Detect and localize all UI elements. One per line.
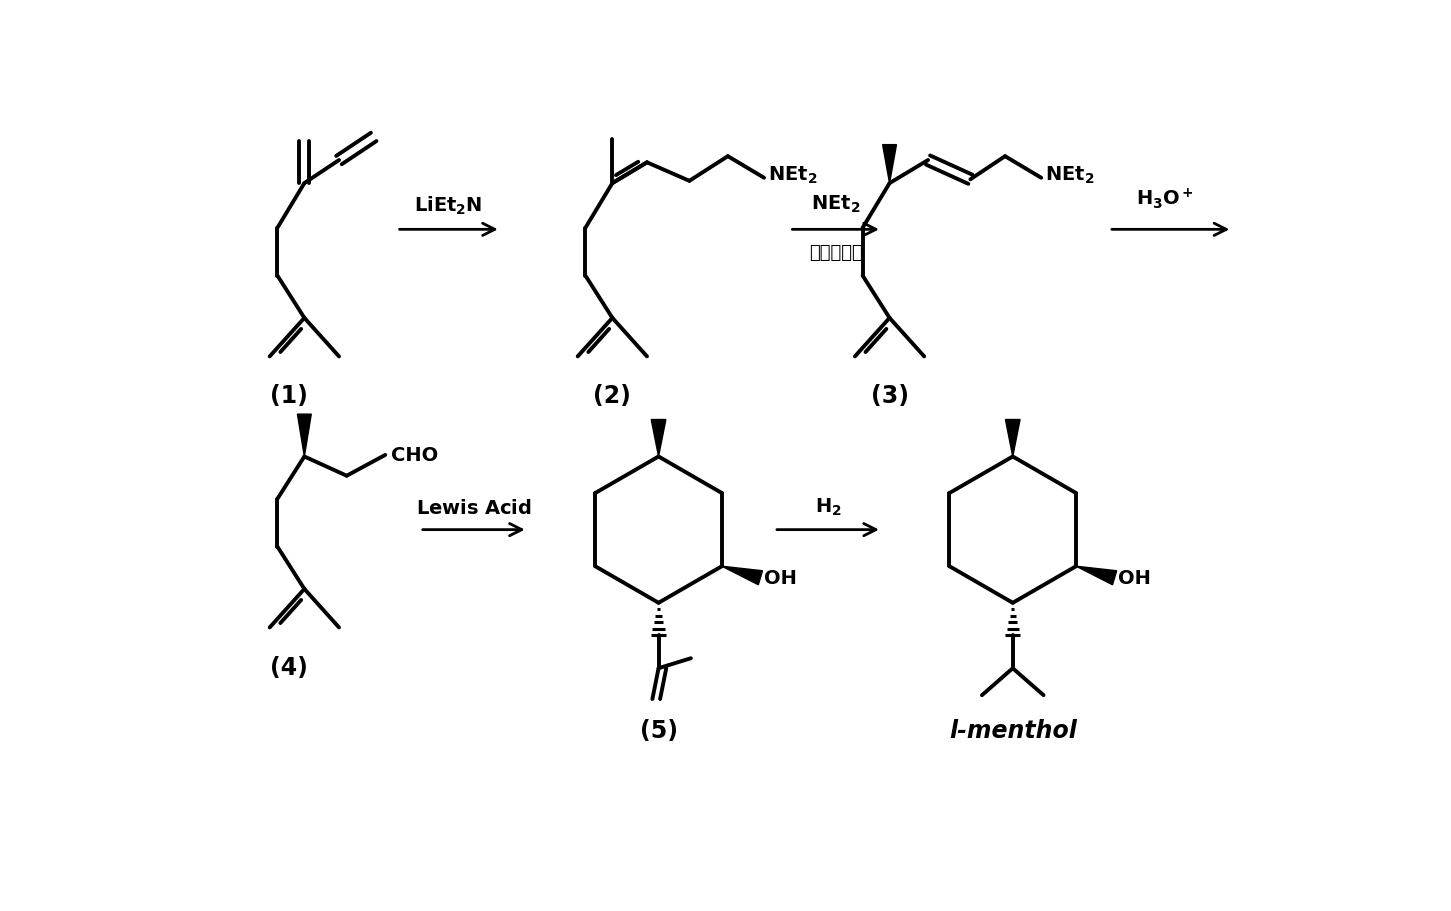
Text: CHO: CHO <box>392 446 438 465</box>
Text: l-menthol: l-menthol <box>949 719 1077 742</box>
Polygon shape <box>723 567 763 585</box>
Text: $\mathbf{LiEt_2N}$: $\mathbf{LiEt_2N}$ <box>414 195 483 217</box>
Polygon shape <box>297 415 312 457</box>
Text: (4): (4) <box>270 655 308 680</box>
Polygon shape <box>651 420 666 457</box>
Text: (1): (1) <box>270 384 308 408</box>
Text: OH: OH <box>1119 568 1151 588</box>
Text: $\mathbf{NEt_2}$: $\mathbf{NEt_2}$ <box>768 164 817 185</box>
Text: OH: OH <box>765 568 797 588</box>
Text: $\mathbf{NEt_2}$: $\mathbf{NEt_2}$ <box>1045 164 1094 185</box>
Text: $\mathbf{Lewis\ Acid}$: $\mathbf{Lewis\ Acid}$ <box>416 498 531 517</box>
Text: $\mathbf{H_3O^+}$: $\mathbf{H_3O^+}$ <box>1136 186 1194 210</box>
Polygon shape <box>882 146 897 184</box>
Polygon shape <box>1006 420 1020 457</box>
Text: $\mathbf{NEt_2}$: $\mathbf{NEt_2}$ <box>811 193 860 215</box>
Text: $\mathbf{H_2}$: $\mathbf{H_2}$ <box>814 496 842 517</box>
Text: (3): (3) <box>871 384 908 408</box>
Polygon shape <box>1077 567 1117 585</box>
Text: (2): (2) <box>593 384 631 408</box>
Text: (5): (5) <box>640 719 678 742</box>
Text: 手性催化剂: 手性催化剂 <box>808 244 862 261</box>
